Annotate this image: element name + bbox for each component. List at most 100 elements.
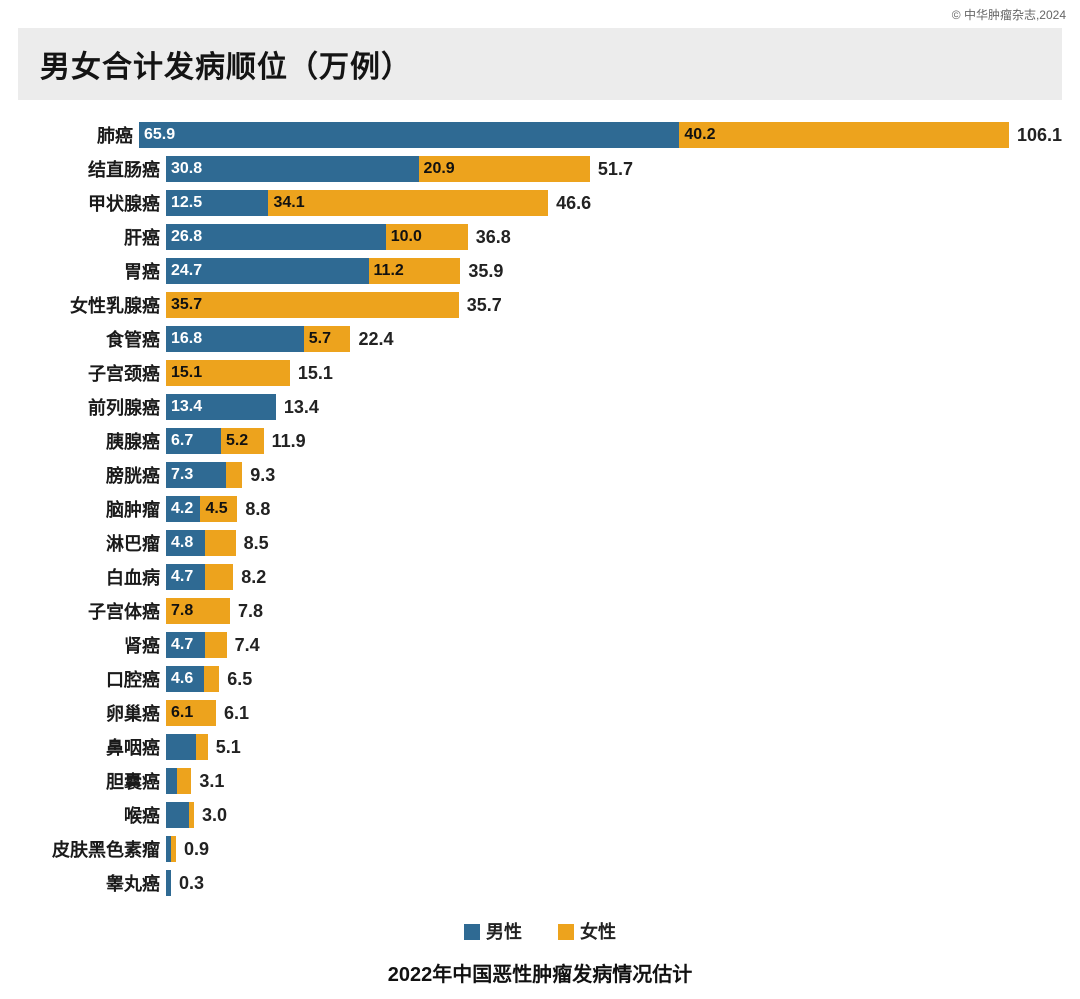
bar-segment-female: 10.0 <box>386 224 468 250</box>
chart-row: 口腔癌4.66.5 <box>18 662 1062 696</box>
chart-row: 鼻咽癌 5.1 <box>18 730 1062 764</box>
chart-row: 结直肠癌30.820.951.7 <box>18 152 1062 186</box>
legend-label-female: 女性 <box>580 922 616 942</box>
bar-segment-female <box>205 632 227 658</box>
legend-label-male: 男性 <box>486 922 522 942</box>
bar-segment-female <box>196 734 207 760</box>
copyright-text: © 中华肿瘤杂志,2024 <box>952 6 1066 23</box>
chart-row: 膀胱癌7.39.3 <box>18 458 1062 492</box>
bar-segment-female <box>226 462 242 488</box>
bar-track: 35.735.7 <box>166 292 1062 318</box>
value-label-female: 34.1 <box>273 194 304 212</box>
bar-segment-female: 34.1 <box>268 190 548 216</box>
bar-track: 4.6 6.5 <box>166 666 1062 692</box>
category-label: 卵巢癌 <box>18 700 166 726</box>
bar-segment-male: 16.8 <box>166 326 304 352</box>
bar-segment-female: 40.2 <box>679 122 1009 148</box>
value-label-male: 65.9 <box>144 126 175 144</box>
chart-row: 子宫颈癌 15.1 15.1 <box>18 356 1062 390</box>
bar-segment-male: 6.7 <box>166 428 221 454</box>
bar-segment-female: 11.2 <box>369 258 461 284</box>
chart-row: 女性乳腺癌35.735.7 <box>18 288 1062 322</box>
bar-segment-female: 4.5 <box>200 496 237 522</box>
bar-segment-female: 6.1 <box>166 700 216 726</box>
bar-track: 4.8 8.5 <box>166 530 1062 556</box>
value-label-male: 4.8 <box>171 534 193 552</box>
chart-row: 胃癌24.711.235.9 <box>18 254 1062 288</box>
bar-segment-male: 4.7 <box>166 564 205 590</box>
chart-row: 白血病4.78.2 <box>18 560 1062 594</box>
chart-row: 淋巴瘤4.88.5 <box>18 526 1062 560</box>
bar-segment-male: 4.2 <box>166 496 200 522</box>
value-label-male: 4.7 <box>171 636 193 654</box>
total-label: 8.5 <box>236 533 269 554</box>
chart-row: 甲状腺癌12.534.146.6 <box>18 186 1062 220</box>
bar-segment-female <box>205 564 234 590</box>
bar-track: 6.16.1 <box>166 700 1062 726</box>
bar-track: 5.1 <box>166 734 1062 760</box>
category-label: 皮肤黑色素瘤 <box>18 836 166 862</box>
total-label: 46.6 <box>548 193 591 214</box>
category-label: 胰腺癌 <box>18 428 166 454</box>
category-label: 喉癌 <box>18 802 166 828</box>
chart-row: 皮肤黑色素瘤0.9 <box>18 832 1062 866</box>
category-label: 肝癌 <box>18 224 166 250</box>
category-label: 子宫颈癌 <box>18 360 166 386</box>
bar-segment-male: 24.7 <box>166 258 369 284</box>
total-label: 8.2 <box>233 567 266 588</box>
bar-segment-male: 4.8 <box>166 530 205 556</box>
chart-row: 胆囊癌3.1 <box>18 764 1062 798</box>
value-label-male: 30.8 <box>171 160 202 178</box>
bar-track: 12.5 34.1 46.6 <box>166 190 1062 216</box>
value-label-male: 16.8 <box>171 330 202 348</box>
value-label-female: 20.9 <box>424 160 455 178</box>
bar-track: 0.9 <box>166 836 1062 862</box>
value-label-male: 4.6 <box>171 670 193 688</box>
total-label: 5.1 <box>208 737 241 758</box>
bar-segment-male <box>166 734 196 760</box>
value-label-female: 6.1 <box>171 704 193 722</box>
bar-track: 7.87.8 <box>166 598 1062 624</box>
bar-track: 24.711.235.9 <box>166 258 1062 284</box>
bar-track: 3.1 <box>166 768 1062 794</box>
chart-row: 子宫体癌7.87.8 <box>18 594 1062 628</box>
total-label: 51.7 <box>590 159 633 180</box>
bar-segment-male <box>166 802 189 828</box>
total-label: 35.7 <box>459 295 502 316</box>
bar-track: 0.3 <box>166 870 1062 896</box>
category-label: 肺癌 <box>18 122 139 148</box>
bar-segment-female: 20.9 <box>419 156 590 182</box>
bar-segment-male: 30.8 <box>166 156 419 182</box>
chart-title: 男女合计发病顺位（万例） <box>40 42 1040 86</box>
total-label: 9.3 <box>242 465 275 486</box>
chart-caption: 2022年中国恶性肿瘤发病情况估计 <box>18 958 1062 987</box>
bar-segment-male: 4.7 <box>166 632 205 658</box>
bar-segment-male: 65.9 <box>139 122 679 148</box>
category-label: 食管癌 <box>18 326 166 352</box>
bar-segment-male: 12.5 <box>166 190 268 216</box>
legend-item-female: 女性 <box>558 918 616 944</box>
value-label-female: 5.7 <box>309 330 331 348</box>
total-label: 15.1 <box>290 363 333 384</box>
bar-segment-female: 5.7 <box>304 326 351 352</box>
bar-track: 4.7 8.2 <box>166 564 1062 590</box>
value-label-female: 15.1 <box>171 364 202 382</box>
value-label-male: 12.5 <box>171 194 202 212</box>
total-label: 6.5 <box>219 669 252 690</box>
value-label-male: 6.7 <box>171 432 193 450</box>
total-label: 106.1 <box>1009 125 1062 146</box>
bar-segment-female <box>177 768 191 794</box>
chart-row: 喉癌3.0 <box>18 798 1062 832</box>
category-label: 胆囊癌 <box>18 768 166 794</box>
bar-track: 13.413.4 <box>166 394 1062 420</box>
bar-track: 6.75.211.9 <box>166 428 1062 454</box>
category-label: 前列腺癌 <box>18 394 166 420</box>
bar-segment-male: 13.4 <box>166 394 276 420</box>
category-label: 鼻咽癌 <box>18 734 166 760</box>
chart-row: 肺癌 65.9 40.2106.1 <box>18 118 1062 152</box>
legend-item-male: 男性 <box>464 918 522 944</box>
value-label-male: 26.8 <box>171 228 202 246</box>
chart-legend: 男性 女性 <box>18 918 1062 944</box>
chart-row: 脑肿瘤4.24.58.8 <box>18 492 1062 526</box>
value-label-male: 7.3 <box>171 466 193 484</box>
